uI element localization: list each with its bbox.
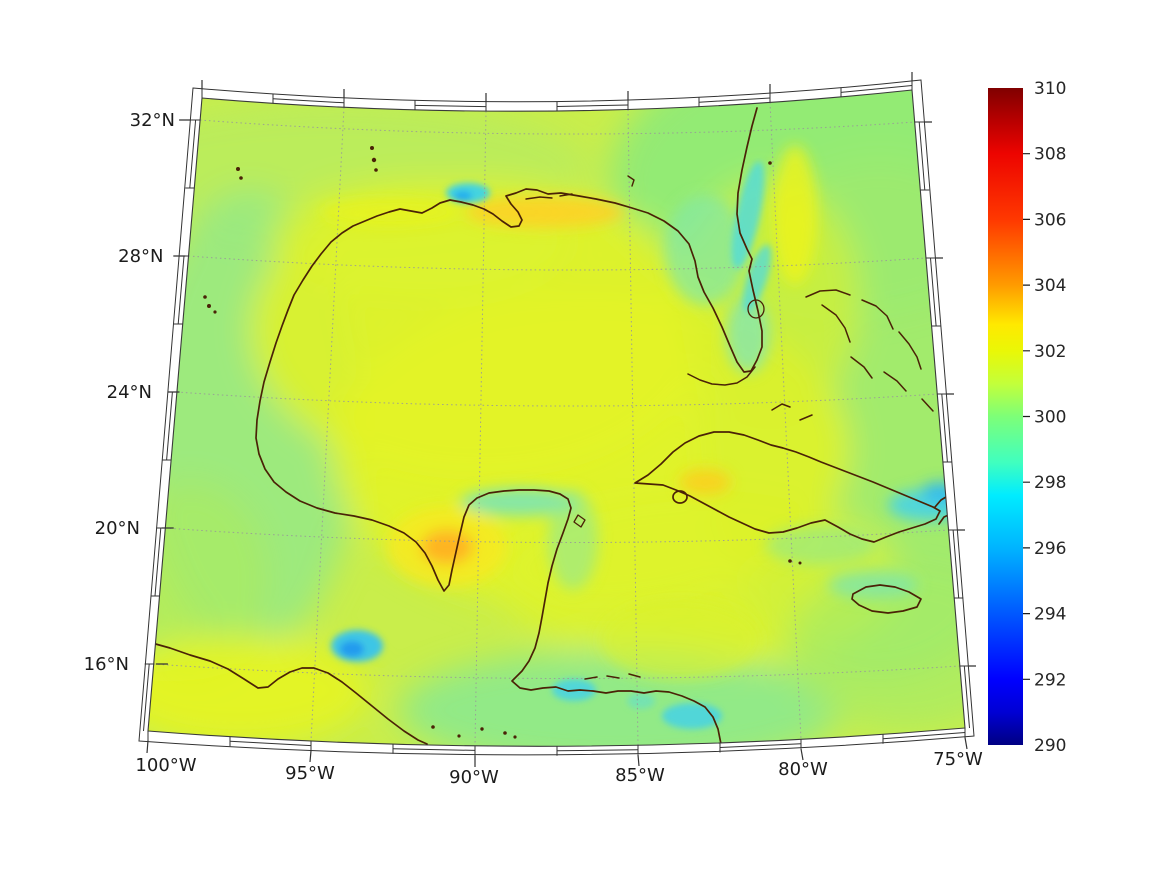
lat-tick-label: 16°N xyxy=(84,654,129,675)
lake-okeechobee xyxy=(747,299,765,319)
colorbar-tick-label: 310 xyxy=(1034,79,1066,99)
map-frame xyxy=(138,72,976,767)
lon-tick-marks-bottom xyxy=(146,737,968,767)
lon-tick-label: 80°W xyxy=(778,759,828,780)
small-lakes-and-islets xyxy=(203,146,802,739)
colorbar-tick-label: 296 xyxy=(1034,539,1066,559)
colorbar-tick-labels: 310 308 306 304 302 300 298 296 294 292 290 xyxy=(1034,79,1066,756)
frame-inner-segments-top xyxy=(272,85,913,108)
colorbar-tick-label: 304 xyxy=(1034,276,1066,296)
frame-inner-segments-bottom xyxy=(229,732,966,752)
frame-inner-segments-left xyxy=(143,119,197,732)
colorbar-tick-label: 292 xyxy=(1034,670,1066,690)
lat-tick-label: 32°N xyxy=(130,110,175,131)
coastline-north-america xyxy=(255,107,763,745)
colorbar-gradient xyxy=(988,88,1023,745)
lat-tick-label: 28°N xyxy=(118,246,163,267)
colorbar-tick-label: 308 xyxy=(1034,145,1066,165)
colorbar-tick-label: 294 xyxy=(1034,605,1066,625)
lon-tick-label: 100°W xyxy=(135,755,196,776)
mississippi-barrier-islands xyxy=(525,175,635,200)
cozumel-island xyxy=(573,514,586,528)
florida-keys xyxy=(687,366,756,386)
colorbar-tick-label: 300 xyxy=(1034,408,1066,428)
cuba-island xyxy=(634,431,941,543)
lat-tick-marks-left xyxy=(155,119,192,665)
colorbar-tick-label: 306 xyxy=(1034,210,1066,230)
isle-of-youth-island xyxy=(672,490,688,504)
lon-tick-label: 85°W xyxy=(615,765,665,786)
lat-tick-label: 24°N xyxy=(107,382,152,403)
honduras-bay-islands xyxy=(584,673,641,680)
frame-outer-line xyxy=(138,79,975,756)
colorbar-tick-label: 298 xyxy=(1034,473,1066,493)
lon-tick-label: 95°W xyxy=(285,763,335,784)
frame-inner-segments-right xyxy=(918,121,970,729)
coastline-pacific-mexico xyxy=(151,642,428,745)
colorbar-tick-label: 290 xyxy=(1034,736,1066,756)
colorbar: 310 308 306 304 302 300 298 296 294 292 290 xyxy=(988,79,1066,756)
coastlines xyxy=(151,107,965,745)
lat-tick-label: 20°N xyxy=(95,518,140,539)
graticule-gridlines xyxy=(153,102,960,746)
axis-labels: 32°N 28°N 24°N 20°N 16°N 100°W 95°W 90°W 85°W 80°… xyxy=(84,110,983,788)
map-boundary xyxy=(147,89,966,747)
colorbar-tick-label: 302 xyxy=(1034,342,1066,362)
lat-tick-marks-right xyxy=(923,121,976,667)
temperature-field xyxy=(148,90,965,747)
lon-tick-label: 90°W xyxy=(449,767,499,788)
lon-tick-label: 75°W xyxy=(933,749,983,770)
lon-tick-marks-top xyxy=(201,72,913,102)
bahamas-islands xyxy=(771,289,934,421)
colorbar-tick-marks xyxy=(1023,153,1030,680)
jamaica-island xyxy=(851,584,922,614)
